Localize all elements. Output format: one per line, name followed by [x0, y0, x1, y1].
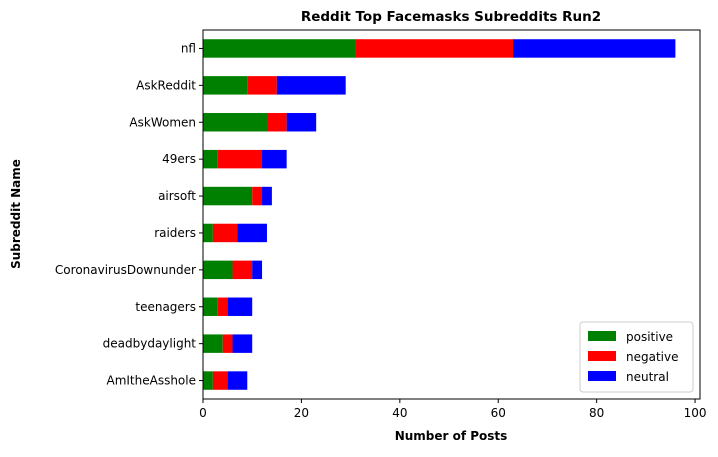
bar-raiders-positive	[203, 223, 213, 243]
bar-deadbydaylight-negative	[222, 334, 233, 353]
legend: positive negative neutral	[579, 321, 694, 393]
bar-AmItheAsshole-negative	[212, 371, 228, 390]
bar-49ers-positive	[203, 149, 218, 169]
bar-teenagers-neutral	[227, 297, 253, 316]
bar-airsoft-neutral	[262, 186, 272, 206]
bars-layer	[203, 39, 676, 390]
bar-AskReddit-neutral	[276, 76, 346, 95]
bar-CoronavirusDownunder-positive	[203, 260, 233, 280]
bar-AskWomen-positive	[203, 113, 267, 132]
y-axis-ticks: nfl AskReddit AskWomen 49ers airsoft raiders C…	[55, 41, 203, 388]
bar-CoronavirusDownunder-negative	[232, 260, 253, 280]
plot-frame	[202, 29, 701, 400]
bar-AmItheAsshole-neutral	[227, 371, 248, 390]
chart-title: Reddit Top Facemasks Subreddits Run2	[301, 9, 601, 25]
x-axis-label: Number of Posts	[395, 429, 508, 443]
bar-deadbydaylight-neutral	[232, 334, 253, 353]
x-tick-label: 40	[392, 406, 407, 420]
bar-nfl-negative	[355, 39, 514, 58]
bar-49ers-neutral	[262, 149, 287, 169]
legend-label-positive: positive	[626, 330, 673, 344]
bar-airsoft-negative	[252, 186, 263, 206]
bar-AskWomen-neutral	[286, 113, 317, 132]
x-tick-label: 80	[589, 406, 604, 420]
y-tick-label: AmItheAsshole	[106, 374, 196, 388]
bar-nfl-positive	[203, 39, 356, 58]
y-tick-label: AskReddit	[136, 78, 196, 92]
x-axis-ticks: 0 20 40 60 80 100	[199, 399, 707, 420]
y-tick-label: teenagers	[135, 300, 196, 314]
bar-nfl-neutral	[513, 39, 676, 58]
bar-AskWomen-negative	[266, 113, 287, 132]
y-tick-label: raiders	[154, 226, 196, 240]
y-tick-label: AskWomen	[129, 115, 196, 129]
bar-49ers-negative	[217, 149, 263, 169]
x-tick-label: 20	[294, 406, 309, 420]
y-tick-label: airsoft	[158, 189, 196, 203]
bar-airsoft-positive	[203, 186, 253, 206]
bar-AskReddit-negative	[247, 76, 277, 95]
y-tick-label: 49ers	[162, 152, 196, 166]
legend-label-negative: negative	[626, 350, 678, 364]
legend-swatch-neutral	[588, 371, 616, 381]
bar-raiders-neutral	[237, 223, 267, 243]
legend-label-neutral: neutral	[626, 370, 669, 384]
y-tick-label: nfl	[181, 41, 196, 55]
x-tick-label: 100	[684, 406, 707, 420]
bar-AmItheAsshole-positive	[203, 371, 213, 390]
bar-CoronavirusDownunder-neutral	[252, 260, 263, 280]
bar-teenagers-positive	[203, 297, 218, 316]
bar-deadbydaylight-positive	[203, 334, 223, 353]
legend-swatch-positive	[588, 331, 616, 341]
y-tick-label: deadbydaylight	[103, 337, 197, 351]
bar-raiders-negative	[212, 223, 238, 243]
legend-swatch-negative	[588, 351, 616, 361]
y-tick-label: CoronavirusDownunder	[55, 263, 196, 277]
x-tick-label: 0	[199, 406, 207, 420]
x-tick-label: 60	[491, 406, 506, 420]
bar-teenagers-negative	[217, 297, 228, 316]
y-axis-label: Subreddit Name	[9, 159, 23, 269]
bar-AskReddit-positive	[203, 76, 248, 95]
